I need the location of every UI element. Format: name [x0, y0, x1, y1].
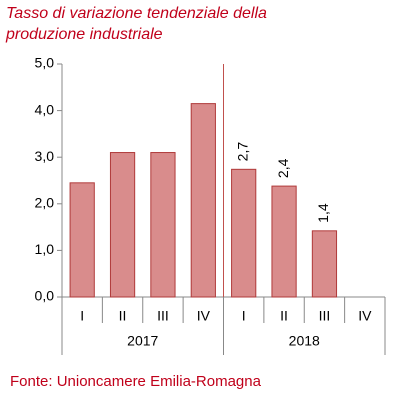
chart-title-line-1: Tasso di variazione tendenziale della [6, 5, 267, 22]
value-label: 1,4 [315, 203, 331, 223]
x-tick-label: II [280, 308, 288, 324]
y-tick-label: 4,0 [35, 101, 55, 117]
bar [231, 168, 257, 298]
y-tick-label: 2,0 [35, 195, 55, 211]
x-tick-label: IV [358, 308, 372, 324]
value-label: 2,7 [234, 142, 250, 162]
x-tick-label: III [157, 308, 169, 324]
y-tick-label: 1,0 [35, 241, 55, 257]
bar [109, 152, 136, 298]
group-label: 2018 [289, 333, 320, 349]
bar [150, 152, 176, 298]
x-tick-label: I [80, 308, 84, 324]
source: Fonte: Unioncamere Emilia-Romagna [10, 373, 262, 390]
y-tick-label: 0,0 [35, 288, 55, 304]
x-tick-label: I [242, 308, 246, 324]
x-tick-label: III [319, 308, 331, 324]
value-label: 2,4 [275, 158, 291, 178]
group-label: 2017 [127, 333, 158, 349]
x-tick-label: II [119, 308, 127, 324]
bar [190, 103, 216, 298]
chart-title-line-2: produzione industriale [5, 26, 163, 43]
x-tick-label: IV [197, 308, 211, 324]
y-tick-label: 3,0 [35, 148, 55, 164]
bar [271, 185, 297, 298]
bar [69, 182, 95, 298]
bar [311, 230, 338, 298]
y-tick-label: 5,0 [35, 55, 55, 71]
